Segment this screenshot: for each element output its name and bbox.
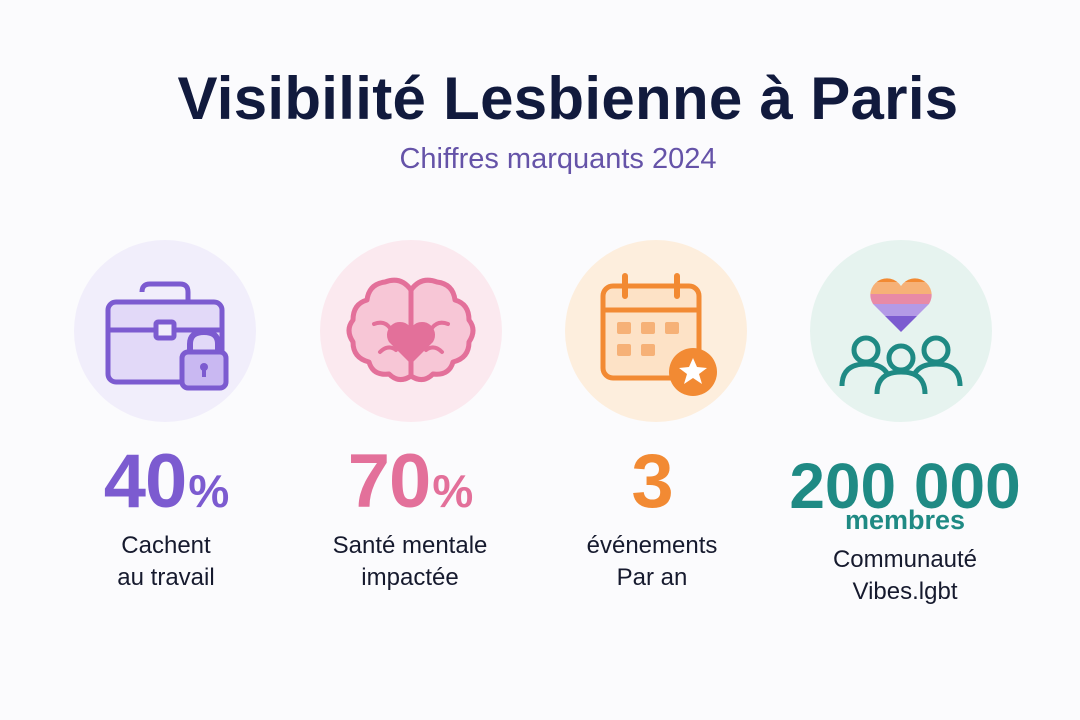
calendar-star-icon [600,273,717,396]
stat-label-work: Cachent au travail [117,532,215,591]
stat-icon-circle-community [810,240,992,422]
stat-label-community: Communauté Vibes.lgbt [832,546,978,605]
stat-value-events: 3 [631,439,673,524]
page-title: Visibilité Lesbienne à Paris [177,65,959,132]
page-subtitle: Chiffres marquants 2024 [399,143,717,175]
stat-subvalue-community: membres [844,505,966,535]
stat-icon-circle-events [565,240,747,422]
stat-value-community: 200 000 [789,450,1021,522]
briefcase-lock-icon [105,281,229,391]
brain-heart-icon [346,277,476,382]
stat-value-work: 40% [103,439,229,524]
stat-icon-circle-work [74,240,256,422]
stat-icon-circle-health [320,240,502,422]
stat-label-events: événements Par an [586,532,718,591]
community-heart-icon [839,278,963,395]
stat-label-health: Santé mentale impactée [332,532,488,591]
stat-value-health: 70% [347,439,473,524]
